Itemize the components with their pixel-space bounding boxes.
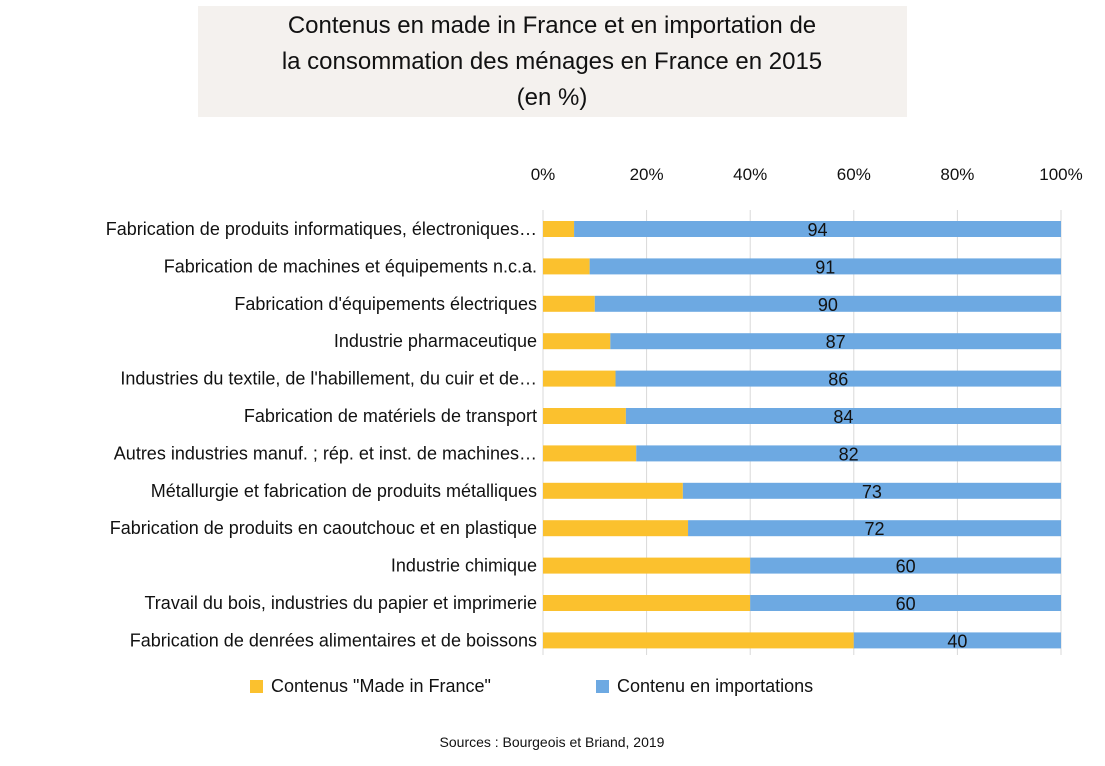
category-label: Fabrication de produits en caoutchouc et… [110, 518, 537, 538]
category-label: Industrie pharmaceutique [334, 331, 537, 351]
x-tick-label: 20% [630, 165, 664, 184]
bar-importations [853, 632, 1061, 649]
source-note: Sources : Bourgeois et Briand, 2019 [440, 734, 665, 750]
bar-made-in-france [543, 258, 590, 275]
x-tick-label: 40% [733, 165, 767, 184]
x-tick-label: 60% [837, 165, 871, 184]
category-label: Autres industries manuf. ; rép. et inst.… [114, 443, 537, 463]
category-label: Fabrication de produits informatiques, é… [106, 219, 537, 239]
data-label: 87 [826, 332, 846, 352]
bar-importations [615, 370, 1061, 387]
legend-swatch-importations [596, 680, 609, 693]
data-label: 90 [818, 295, 838, 315]
bar-importations [688, 520, 1061, 537]
bar-made-in-france [543, 482, 683, 499]
bar-importations [589, 258, 1061, 275]
data-label: 60 [896, 594, 916, 614]
data-label: 72 [865, 519, 885, 539]
legend-swatch-made-in-france [250, 680, 263, 693]
bar-importations [610, 333, 1061, 350]
data-label: 60 [896, 557, 916, 577]
data-label: 91 [815, 257, 835, 277]
bar-importations [574, 221, 1061, 237]
bar-made-in-france [543, 370, 616, 387]
bar-made-in-france [543, 445, 637, 462]
legend-label-made-in-france: Contenus "Made in France" [271, 676, 491, 696]
category-label: Fabrication de denrées alimentaires et d… [130, 630, 537, 650]
bar-importations [750, 595, 1061, 611]
bar-importations [594, 295, 1061, 312]
chart-title-line-2: la consommation des ménages en France en… [282, 48, 822, 75]
legend-label-importations: Contenu en importations [617, 676, 813, 696]
category-label: Fabrication de machines et équipements n… [164, 256, 537, 276]
bar-made-in-france [543, 221, 575, 237]
x-tick-label: 100% [1039, 165, 1082, 184]
x-tick-label: 80% [940, 165, 974, 184]
category-label: Industries du textile, de l'habillement,… [120, 369, 537, 389]
x-tick-label: 0% [531, 165, 556, 184]
category-label: Fabrication d'équipements électriques [234, 294, 537, 314]
bar-importations [636, 445, 1061, 462]
chart-title-line-1: Contenus en made in France et en importa… [288, 12, 816, 39]
bar-made-in-france [543, 557, 751, 574]
category-label: Métallurgie et fabrication de produits m… [151, 481, 537, 501]
category-label: Fabrication de matériels de transport [244, 406, 537, 426]
bar-importations [682, 482, 1061, 499]
bar-made-in-france [543, 595, 751, 611]
data-label: 84 [833, 407, 853, 427]
category-label: Travail du bois, industries du papier et… [144, 593, 537, 613]
data-label: 40 [947, 631, 967, 651]
title-box [198, 6, 907, 117]
bar-made-in-france [543, 295, 595, 312]
bar-made-in-france [543, 632, 854, 649]
legend: Contenus "Made in France" Contenu en imp… [250, 676, 813, 696]
data-label: 94 [808, 220, 828, 240]
data-label: 86 [828, 370, 848, 390]
bar-importations [625, 408, 1061, 424]
data-label: 73 [862, 482, 882, 502]
bar-made-in-france [543, 520, 689, 537]
data-label: 82 [839, 444, 859, 464]
bar-made-in-france [543, 408, 626, 424]
chart-title-line-3: (en %) [517, 84, 588, 111]
category-label: Industrie chimique [391, 556, 537, 576]
bar-made-in-france [543, 333, 611, 350]
bar-importations [750, 557, 1061, 574]
